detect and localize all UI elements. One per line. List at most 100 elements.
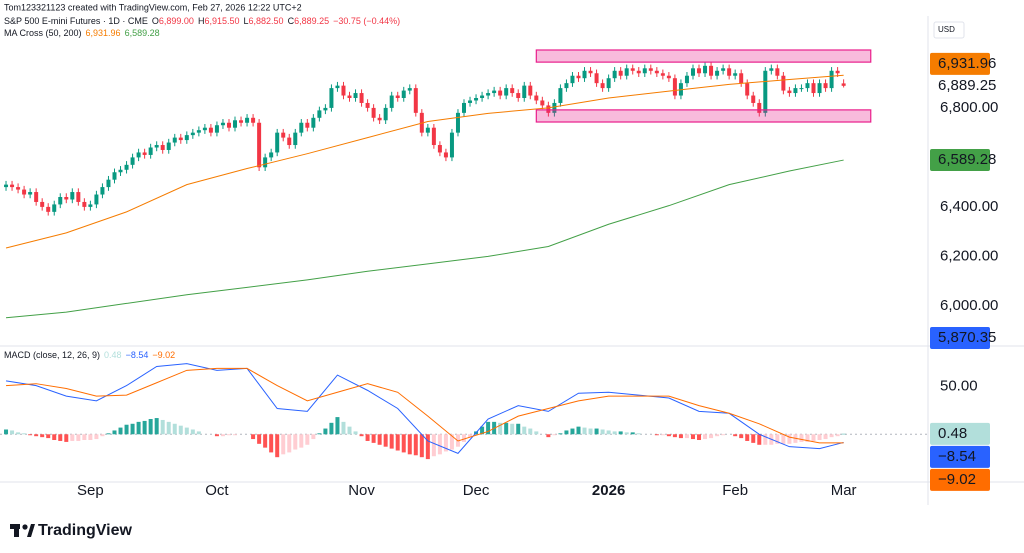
histogram-bar	[739, 434, 744, 439]
candle-body	[672, 78, 677, 96]
candle-body	[341, 85, 346, 96]
candle-body	[275, 132, 280, 153]
candle-body	[449, 132, 454, 158]
candle-body	[739, 73, 744, 84]
candle-body	[58, 197, 63, 205]
histogram-bar	[112, 430, 117, 435]
candle-body	[214, 125, 219, 133]
histogram-bar	[34, 434, 39, 437]
histogram-bar	[16, 432, 21, 435]
candle-body	[431, 127, 436, 146]
ohlc-value: 6,882.50	[249, 16, 284, 26]
candle-body	[492, 90, 497, 94]
histogram-bar	[323, 428, 328, 435]
histogram-bar	[94, 434, 99, 440]
candle-body	[28, 192, 33, 195]
histogram-bar	[564, 430, 569, 435]
histogram-bar	[257, 434, 262, 444]
histogram-bar	[425, 434, 430, 460]
candle-body	[82, 201, 87, 207]
candle-body	[377, 117, 382, 121]
currency-box[interactable]	[933, 21, 965, 39]
histogram-bar	[401, 434, 406, 453]
candle-body	[166, 142, 171, 150]
candle-body	[160, 145, 165, 150]
x-tick-label: 2026	[592, 482, 625, 499]
candle-body	[733, 73, 738, 76]
histogram-bar	[118, 427, 123, 435]
candle-body	[299, 122, 304, 133]
candle-body	[269, 152, 274, 158]
value-badge	[930, 422, 990, 445]
candle-body	[594, 73, 599, 84]
histogram-bar	[269, 434, 274, 453]
candle-body	[64, 197, 69, 200]
histogram-bar	[371, 434, 376, 443]
histogram-bar	[214, 434, 219, 437]
candle-body	[239, 120, 244, 123]
x-tick-label: Nov	[348, 482, 375, 499]
candle-body	[317, 110, 322, 118]
candle-body	[751, 95, 756, 103]
candle-body	[443, 152, 448, 158]
histogram-bar	[82, 434, 87, 441]
histogram-bar	[443, 434, 448, 452]
histogram-bar	[130, 423, 135, 435]
candle-body	[552, 102, 557, 113]
histogram-bar	[570, 428, 575, 435]
histogram-bar	[190, 429, 195, 435]
candle-body	[522, 85, 527, 99]
histogram-bar	[142, 420, 147, 435]
macd-value: 0.48	[104, 350, 122, 360]
candle-body	[4, 184, 9, 188]
histogram-bar	[618, 431, 623, 435]
candle-body	[606, 78, 611, 89]
histogram-bar	[178, 425, 183, 435]
candle-body	[365, 102, 370, 108]
histogram-bar	[805, 434, 810, 442]
candle-body	[721, 68, 726, 71]
candle-body	[287, 137, 292, 146]
candle-body	[100, 187, 105, 195]
histogram-bar	[468, 434, 473, 438]
candle-body	[811, 83, 816, 94]
histogram-bar	[64, 434, 69, 442]
histogram-bar	[329, 422, 334, 435]
histogram-bar	[660, 434, 665, 436]
histogram-bar	[751, 434, 756, 443]
candle-body	[172, 137, 177, 143]
candle-body	[94, 194, 99, 205]
histogram-bar	[690, 434, 695, 440]
histogram-bar	[666, 434, 671, 437]
histogram-bar	[196, 431, 201, 435]
histogram-bar	[787, 434, 792, 444]
candle-body	[148, 147, 153, 155]
candle-body	[835, 70, 840, 74]
histogram-bar	[347, 426, 352, 435]
histogram-bar	[100, 434, 105, 437]
macd-line	[5, 367, 844, 444]
histogram-bar	[654, 434, 659, 436]
candle-body	[437, 145, 442, 153]
histogram-bar	[335, 417, 340, 435]
price-badge	[930, 326, 990, 349]
value-label: −9.02	[938, 471, 976, 488]
histogram-bar	[383, 434, 388, 447]
candle-body	[40, 201, 45, 207]
x-tick-label: Feb	[722, 482, 748, 499]
change: −30.75 (−0.44%)	[333, 16, 400, 26]
candle-body	[154, 145, 159, 148]
logo-mark	[14, 524, 19, 537]
price-label: 6,931.96	[938, 55, 996, 72]
candle-body	[829, 70, 834, 89]
candle-body	[425, 127, 430, 133]
histogram-bar	[745, 434, 750, 441]
histogram-bar	[546, 434, 551, 438]
candle-body	[16, 187, 21, 190]
candle-body	[498, 90, 503, 96]
candle-body	[642, 68, 647, 74]
histogram-bar	[52, 434, 57, 441]
candle-body	[34, 192, 39, 202]
candle-body	[757, 102, 762, 113]
candle-body	[612, 70, 617, 79]
